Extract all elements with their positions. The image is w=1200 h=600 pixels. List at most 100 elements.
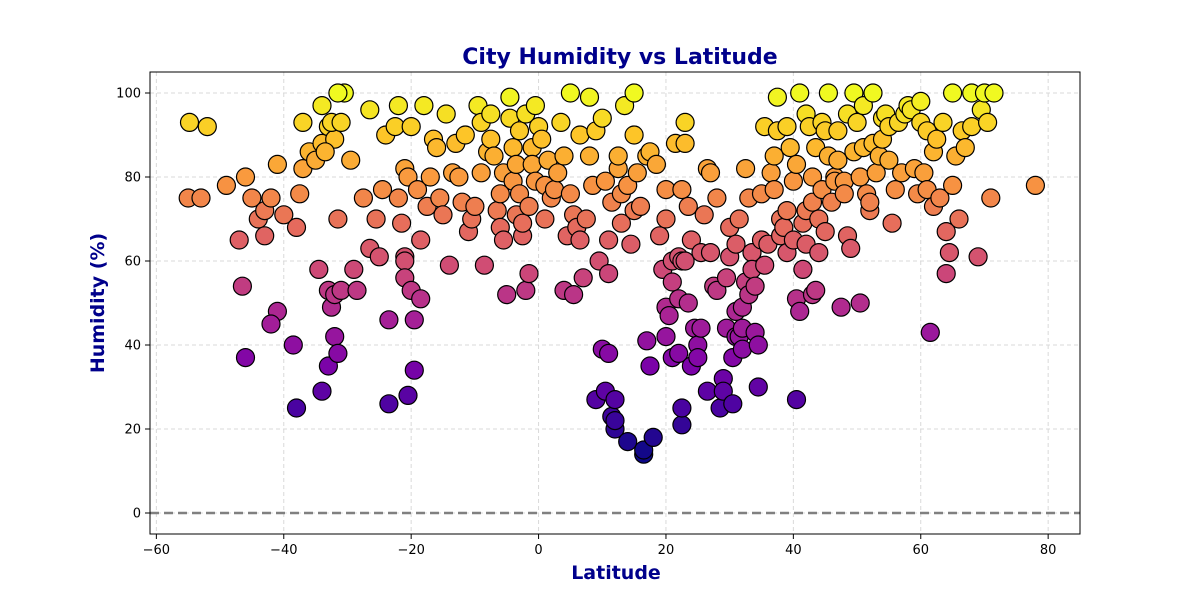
data-point xyxy=(691,318,711,338)
data-point xyxy=(863,83,883,103)
data-point xyxy=(624,83,644,103)
data-point xyxy=(627,163,647,183)
data-point xyxy=(500,87,520,107)
data-point xyxy=(672,398,692,418)
data-point xyxy=(433,205,453,225)
data-point xyxy=(554,146,574,166)
y-tick-label: 40 xyxy=(124,339,141,354)
data-point xyxy=(395,251,415,271)
data-point xyxy=(860,192,880,212)
data-point xyxy=(506,154,526,174)
data-point xyxy=(981,188,1001,208)
data-point xyxy=(328,343,348,363)
data-point xyxy=(939,243,960,263)
data-point xyxy=(509,121,530,141)
data-point xyxy=(732,339,753,359)
data-point xyxy=(392,213,412,233)
data-point xyxy=(407,180,428,200)
data-point xyxy=(261,314,281,334)
data-point xyxy=(818,83,839,103)
data-point xyxy=(841,238,861,258)
data-point xyxy=(312,381,332,401)
data-point xyxy=(487,201,507,221)
data-point xyxy=(525,95,546,116)
y-tick-label: 100 xyxy=(116,87,141,102)
data-point xyxy=(790,301,810,321)
data-point xyxy=(764,146,784,166)
data-point xyxy=(618,432,638,452)
data-point xyxy=(274,205,294,225)
data-point xyxy=(962,116,982,137)
data-point xyxy=(761,163,781,183)
data-point xyxy=(570,125,590,145)
data-point xyxy=(398,385,418,405)
data-point xyxy=(786,154,807,174)
data-point xyxy=(232,276,252,296)
data-point xyxy=(624,125,644,145)
data-point xyxy=(649,226,670,246)
data-point xyxy=(544,180,565,200)
data-point xyxy=(920,322,940,342)
data-point xyxy=(786,390,807,410)
data-point xyxy=(493,230,514,250)
data-point xyxy=(341,150,361,170)
data-point xyxy=(659,306,679,326)
data-point xyxy=(283,335,303,355)
data-point xyxy=(471,163,491,183)
data-point xyxy=(885,180,905,200)
data-point xyxy=(261,188,281,208)
data-point xyxy=(882,213,902,233)
data-point xyxy=(850,167,870,187)
data-point xyxy=(420,167,440,187)
x-tick-label: −20 xyxy=(397,543,424,558)
y-tick-label: 60 xyxy=(124,255,141,270)
data-point xyxy=(927,129,947,149)
data-point xyxy=(411,230,431,250)
data-point xyxy=(344,259,364,279)
data-point xyxy=(777,201,797,221)
data-point xyxy=(646,154,667,174)
data-point xyxy=(312,95,332,116)
data-point xyxy=(716,268,737,288)
data-point xyxy=(672,415,692,435)
data-point xyxy=(379,310,399,330)
y-axis-ticks: 0 20 40 60 80 100 xyxy=(116,87,150,522)
data-point xyxy=(293,112,313,133)
data-point xyxy=(481,104,501,124)
data-point xyxy=(847,112,867,133)
data-point xyxy=(914,163,934,183)
data-point xyxy=(780,138,800,158)
data-point xyxy=(678,293,698,313)
data-point xyxy=(328,209,348,229)
data-point xyxy=(519,196,539,216)
data-point xyxy=(694,205,714,225)
data-point xyxy=(325,327,345,347)
data-point xyxy=(235,167,256,187)
data-point xyxy=(532,129,552,149)
data-point xyxy=(179,112,200,133)
data-point xyxy=(535,209,555,229)
chart-title: City Humidity vs Latitude xyxy=(462,45,777,70)
data-point xyxy=(936,222,956,242)
data-point xyxy=(755,255,775,275)
data-point xyxy=(748,377,768,397)
data-point xyxy=(656,209,676,229)
data-point xyxy=(372,180,393,200)
data-point xyxy=(286,217,307,237)
data-point xyxy=(570,230,590,250)
x-axis-ticks: −60 −40 −20 0 20 40 60 80 xyxy=(143,534,1056,558)
data-point xyxy=(191,188,211,208)
data-point xyxy=(930,188,950,208)
data-point xyxy=(933,112,953,133)
data-point xyxy=(809,243,829,263)
data-point xyxy=(828,150,848,170)
data-point xyxy=(955,138,975,158)
data-point xyxy=(748,335,768,355)
data-point xyxy=(598,264,619,284)
data-point xyxy=(436,104,456,124)
data-point xyxy=(497,285,517,305)
data-point xyxy=(735,159,756,179)
data-point xyxy=(850,293,870,313)
y-axis-label: Humidity (%) xyxy=(87,233,109,373)
